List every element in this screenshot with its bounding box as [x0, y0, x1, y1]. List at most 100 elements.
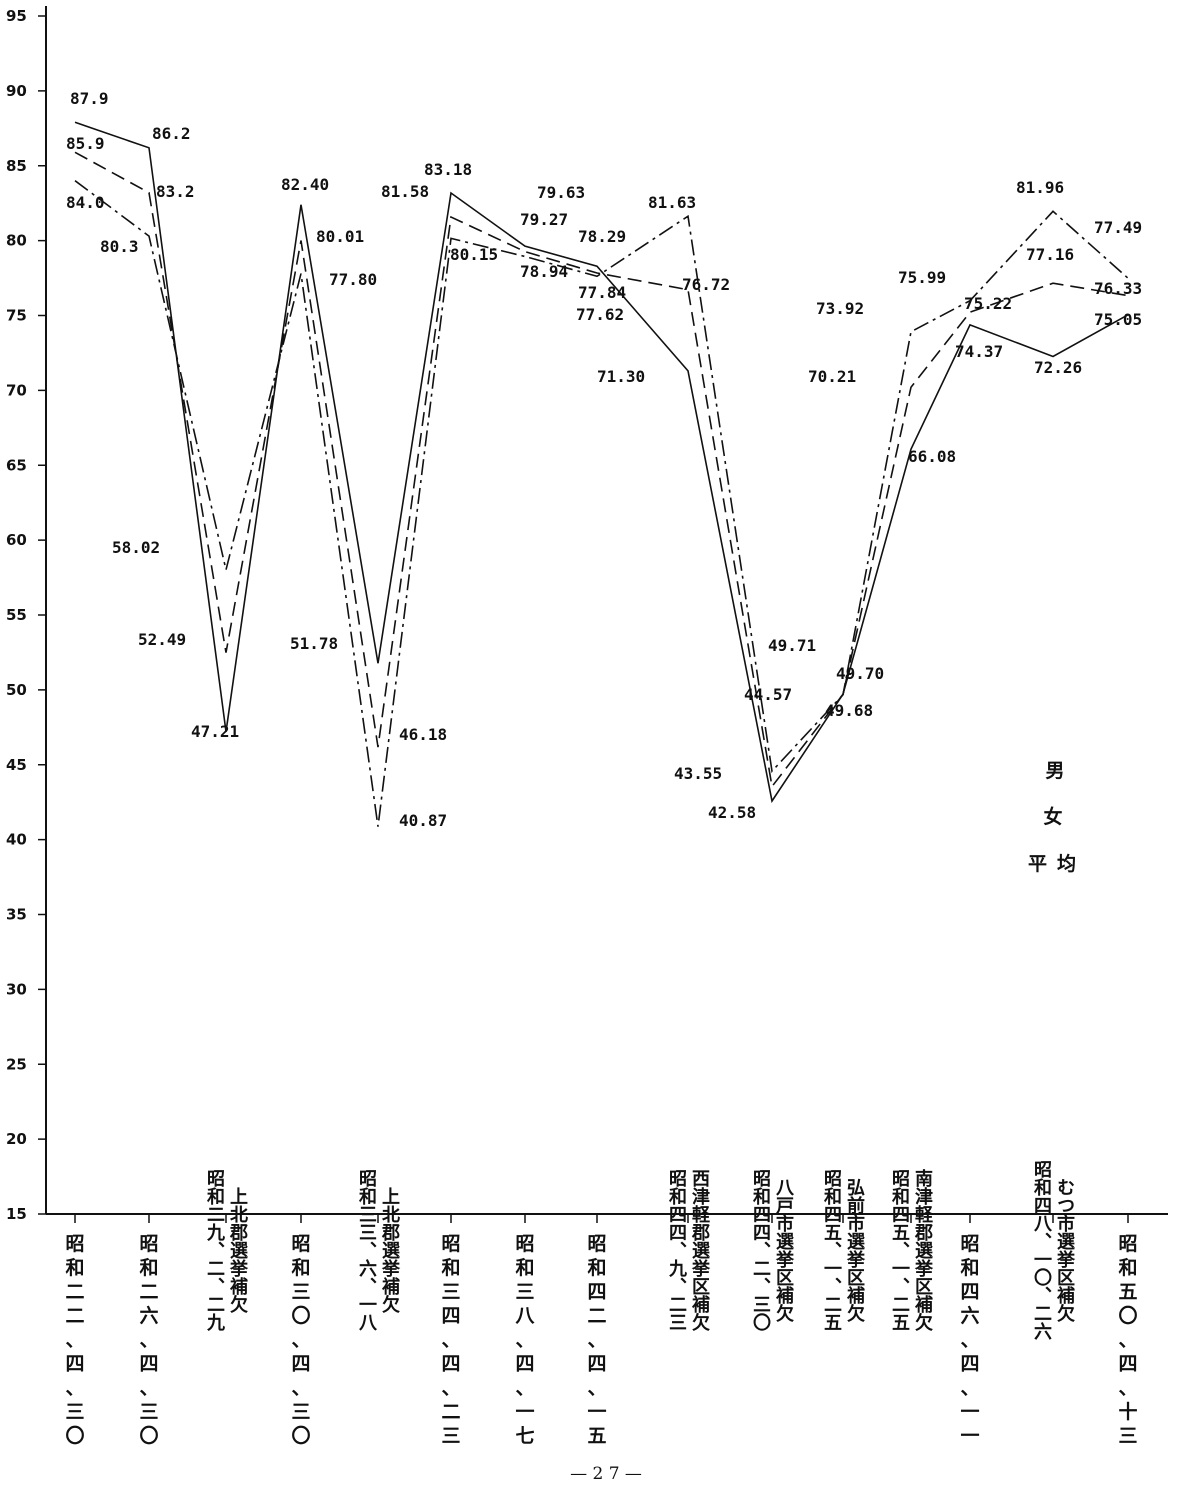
data-label: 42.58 — [708, 803, 756, 822]
category-label-char: 十 — [1118, 1400, 1137, 1423]
y-tick-label: 20 — [6, 1130, 27, 1148]
data-label: 70.21 — [808, 367, 856, 386]
data-label: 51.78 — [290, 634, 338, 653]
data-label: 73.92 — [816, 299, 864, 318]
category-label-char: 八 — [515, 1305, 535, 1327]
category-label-char: 、 — [960, 1377, 979, 1399]
category-label-char: 、 — [139, 1329, 158, 1351]
category-label-char: 、 — [515, 1329, 534, 1351]
category-label-char: 四 — [960, 1353, 979, 1375]
data-label: 80.15 — [450, 245, 498, 264]
category-label-char: 昭 — [139, 1233, 158, 1255]
data-label: 82.40 — [281, 175, 329, 194]
category-label-char: 、 — [65, 1377, 84, 1399]
category-label-char: 昭 — [515, 1233, 534, 1255]
category-label-char: 一 — [960, 1401, 979, 1423]
category-label-char: 、 — [291, 1329, 310, 1351]
category-label-char: 、 — [1118, 1329, 1137, 1351]
category-label-char: 昭 — [1118, 1233, 1137, 1255]
category-label-char: 昭 — [960, 1233, 979, 1255]
data-label: 81.58 — [381, 182, 429, 201]
category-label-char: 〇 — [1118, 1305, 1137, 1327]
category-label-char: 昭 — [65, 1233, 84, 1255]
category-label-char: 三 — [515, 1281, 534, 1303]
y-tick-label: 40 — [6, 831, 27, 849]
data-label: 47.21 — [191, 722, 239, 741]
category-label-char: 昭 — [441, 1233, 460, 1255]
category-label-char: 二 — [65, 1305, 84, 1327]
category-label-char: 、 — [65, 1329, 84, 1351]
y-tick-label: 60 — [6, 531, 27, 549]
category-label-char: 昭 — [587, 1233, 606, 1255]
data-label: 74.37 — [955, 342, 1003, 361]
category-label-char: 四 — [441, 1353, 460, 1375]
y-tick-label: 45 — [6, 756, 27, 774]
category-label-char: 五 — [587, 1425, 606, 1447]
data-label: 79.27 — [520, 210, 568, 229]
category-label-column: 弘前市選挙区補欠 — [844, 1178, 866, 1323]
y-tick-label: 85 — [6, 157, 27, 175]
data-label: 40.87 — [399, 811, 447, 830]
category-label-char: 昭 — [291, 1233, 310, 1255]
y-tick-label: 75 — [6, 307, 27, 325]
data-label: 66.08 — [908, 447, 956, 466]
category-label-char: 三 — [291, 1281, 310, 1303]
category-label-char: 和 — [587, 1256, 606, 1279]
category-label-column: 昭和四四、九、二三 — [666, 1169, 688, 1331]
category-label-column: 八戸市選挙区補欠 — [773, 1178, 795, 1323]
y-tick-label: 70 — [6, 381, 27, 399]
data-label: 79.63 — [537, 183, 585, 202]
category-label-column: 昭和四八、一〇、二六 — [1031, 1160, 1052, 1341]
data-label: 49.68 — [825, 701, 873, 720]
data-label: 83.18 — [424, 160, 472, 179]
series-line-solid — [74, 121, 1129, 804]
y-tick-label: 25 — [6, 1055, 27, 1073]
data-label: 83.2 — [156, 182, 195, 201]
data-label: 52.49 — [138, 630, 186, 649]
category-label-char: 四 — [291, 1353, 310, 1375]
category-label-column: 昭和三三、六、一八 — [356, 1169, 377, 1331]
legend-label-average: 平均 — [1028, 852, 1086, 875]
y-axis-ticks: 15 20 25 30 35 40 45 50 55 60 65 70 75 80 85 90 95 — [6, 7, 46, 1223]
data-label: 75.22 — [964, 294, 1012, 313]
category-label-column: 昭和二九、二、二九 — [204, 1169, 226, 1332]
y-tick-label: 15 — [6, 1205, 27, 1223]
category-label-column: 昭和四五、一、二五 — [821, 1169, 842, 1331]
category-label-column: 南津軽郡選挙区補欠 — [912, 1168, 934, 1332]
data-label: 43.55 — [674, 764, 722, 783]
category-label-char: 和 — [291, 1256, 310, 1279]
data-label: 58.02 — [112, 538, 160, 557]
category-label-char: 二 — [587, 1305, 606, 1327]
category-label-char: 、 — [441, 1377, 460, 1399]
category-label-char: 六 — [960, 1304, 979, 1327]
category-label-column: むつ市選挙区補欠 — [1054, 1178, 1076, 1323]
category-label-char: 三 — [1118, 1425, 1137, 1447]
series-line-dashdot — [74, 180, 1129, 827]
category-label-char: 三 — [65, 1401, 84, 1423]
category-label-char: 、 — [1118, 1377, 1137, 1399]
category-label-column: 上北郡選挙補欠 — [379, 1187, 401, 1314]
y-tick-label: 95 — [6, 7, 27, 25]
data-label: 77.62 — [576, 305, 624, 324]
category-label-char: 、 — [515, 1377, 534, 1399]
data-label: 75.99 — [898, 268, 946, 287]
category-label-char: 〇 — [291, 1305, 310, 1327]
data-label: 78.29 — [578, 227, 626, 246]
category-label-char: 、 — [139, 1377, 158, 1399]
data-label: 78.94 — [520, 262, 568, 281]
legend-label-male: 男 — [1045, 760, 1064, 782]
data-label: 80.01 — [316, 227, 364, 246]
y-tick-label: 65 — [6, 456, 27, 474]
category-label-char: 、 — [291, 1377, 310, 1399]
data-label: 77.80 — [329, 270, 377, 289]
category-label-char: 、 — [441, 1329, 460, 1351]
